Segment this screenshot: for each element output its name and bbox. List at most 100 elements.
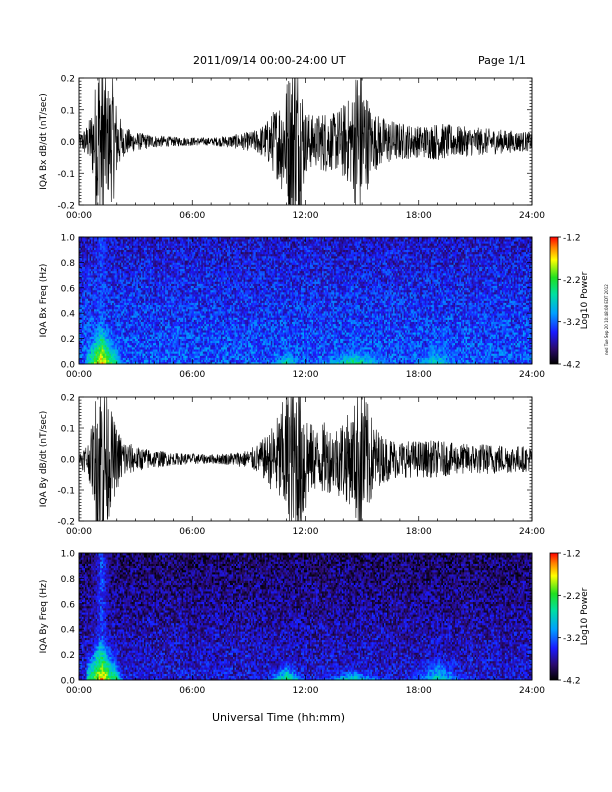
- spectrogram-cell: [133, 355, 136, 358]
- spectrogram-cell: [85, 239, 87, 242]
- spectrogram-cell: [80, 294, 83, 297]
- spectrogram-cell: [110, 319, 113, 322]
- spectrogram-cell: [136, 361, 139, 365]
- spectrogram-cell: [89, 315, 92, 318]
- spectrogram-cell: [130, 243, 133, 246]
- spectrogram-cell: [134, 251, 137, 255]
- spectrogram-cell: [116, 262, 119, 265]
- spectrogram-cell: [80, 243, 83, 246]
- spectrogram-cell: [109, 247, 112, 250]
- spectrogram-cell: [118, 321, 121, 325]
- spectrogram-cell: [109, 321, 112, 325]
- spectrogram-cell: [131, 294, 134, 297]
- spectrogram-cell: [127, 285, 130, 289]
- spectrogram-cell: [82, 323, 84, 327]
- spectrogram-cell: [106, 294, 108, 297]
- spectrogram-cell: [101, 292, 104, 295]
- spectrogram-cell: [107, 298, 110, 301]
- spectrogram-cell: [119, 359, 122, 363]
- spectrogram-cell: [106, 351, 108, 354]
- spectrogram-cell: [122, 332, 125, 335]
- spectrogram-cell: [101, 313, 104, 316]
- spectrogram-cell: [92, 315, 95, 318]
- spectrogram-cell: [133, 260, 136, 263]
- spectrogram-cell: [121, 357, 124, 361]
- spectrogram-cell: [119, 249, 122, 253]
- spectrogram-cell: [130, 302, 133, 306]
- spectrogram-cell: [122, 317, 125, 320]
- spectrogram-cell: [121, 323, 124, 327]
- spectrogram-cell: [118, 287, 121, 291]
- spectrogram-cell: [101, 258, 104, 261]
- spectrogram-cell: [104, 361, 107, 365]
- spectrogram-cell: [127, 262, 130, 265]
- spectrogram-cell: [124, 304, 127, 308]
- spectrogram-cell: [83, 306, 86, 310]
- spectrogram-cell: [115, 247, 118, 250]
- spectrogram-cell: [101, 296, 104, 299]
- spectrogram-cell: [82, 241, 84, 244]
- spectrogram-cell: [133, 294, 136, 297]
- spectrogram-cell: [131, 300, 134, 303]
- spectrogram-cell: [131, 319, 134, 322]
- spectrogram-cell: [109, 251, 112, 255]
- spectrogram-cell: [104, 344, 107, 348]
- spectrogram-cell: [92, 336, 95, 339]
- spectrogram-cell: [125, 277, 128, 280]
- spectrogram-cell: [83, 353, 86, 356]
- spectrogram-cell: [106, 268, 108, 272]
- spectrogram-cell: [98, 253, 101, 257]
- spectrogram-cell: [101, 357, 104, 361]
- spectrogram-cell: [128, 300, 131, 303]
- spectrogram-cell: [125, 328, 128, 331]
- spectrogram-cell: [89, 332, 92, 335]
- spectrogram-cell: [83, 344, 86, 348]
- spectrogram-cell: [100, 260, 102, 263]
- spectrogram-cell: [86, 319, 89, 322]
- spectrogram-cell: [97, 247, 99, 250]
- spectrogram-cell: [104, 243, 107, 246]
- spectrogram-cell: [125, 247, 128, 250]
- spectrogram-cell: [95, 349, 98, 352]
- spectrogram-cell: [125, 239, 128, 242]
- spectrogram-cell: [121, 258, 124, 261]
- spectrogram-cell: [95, 336, 98, 339]
- spectrogram-cell: [118, 328, 121, 331]
- spectrogram-cell: [80, 249, 83, 253]
- spectrogram-cell: [130, 277, 133, 280]
- spectrogram-cell: [80, 296, 83, 299]
- spectrogram-cell: [80, 277, 83, 280]
- spectrogram-cell: [128, 260, 131, 263]
- spectrogram-cell: [101, 241, 104, 244]
- spectrogram-cell: [131, 258, 134, 261]
- spectrogram-cell: [103, 344, 105, 348]
- spectrogram-cell: [124, 292, 127, 295]
- spectrogram-cell: [83, 266, 86, 270]
- spectrogram-cell: [91, 344, 93, 348]
- spectrogram-cell: [119, 245, 122, 248]
- spectrogram-cell: [85, 264, 87, 267]
- spectrogram-cell: [85, 245, 87, 248]
- spectrogram-cell: [122, 249, 125, 253]
- spectrogram-cell: [128, 336, 131, 339]
- spectrogram-cell: [124, 317, 127, 320]
- spectrogram-cell: [118, 241, 121, 244]
- spectrogram-cell: [98, 351, 101, 354]
- spectrogram-cell: [128, 357, 131, 361]
- spectrogram-cell: [83, 304, 86, 308]
- spectrogram-cell: [122, 313, 125, 316]
- spectrogram-cell: [98, 347, 101, 350]
- spectrogram-cell: [134, 347, 137, 350]
- spectrogram-cell: [83, 292, 86, 295]
- spectrogram-cell: [118, 262, 121, 265]
- spectrogram-cell: [85, 262, 87, 265]
- spectrogram-cell: [79, 243, 81, 246]
- spectrogram-cell: [107, 262, 110, 265]
- spectrogram-cell: [118, 253, 121, 257]
- spectrogram-cell: [113, 300, 116, 303]
- spectrogram-cell: [91, 289, 93, 293]
- spectrogram-cell: [79, 340, 81, 344]
- spectrogram-cell: [88, 323, 90, 327]
- spectrogram-cell: [125, 319, 128, 322]
- spectrogram-cell: [79, 239, 81, 242]
